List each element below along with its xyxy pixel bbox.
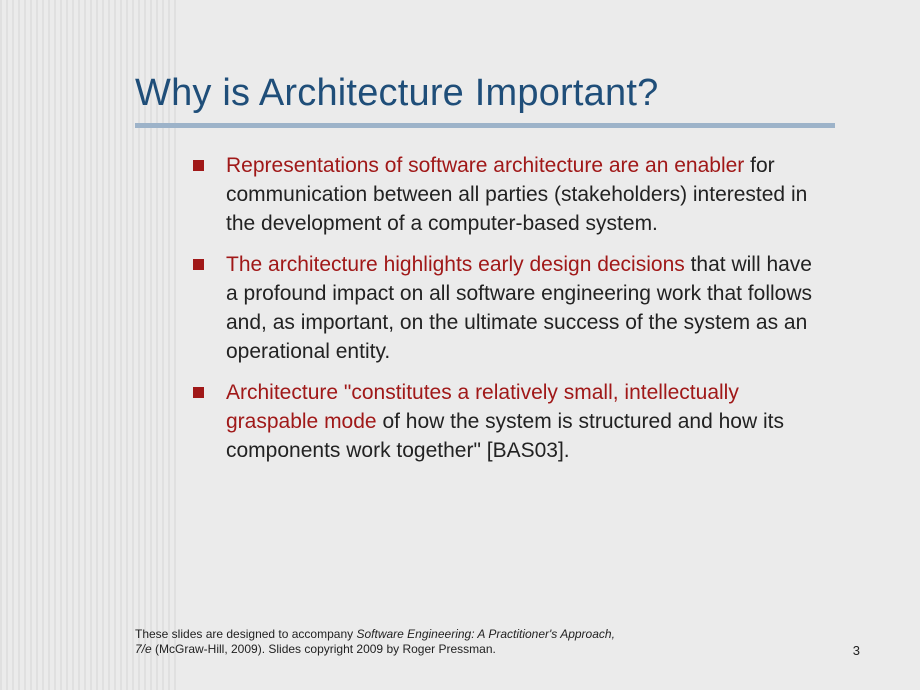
title-underline xyxy=(135,123,835,128)
slide-content: Why is Architecture Important? Represent… xyxy=(0,0,920,690)
footer-line2-rest: (McGraw-Hill, 2009). Slides copyright 20… xyxy=(152,642,496,656)
bullet-item: Architecture "constitutes a relatively s… xyxy=(193,379,813,466)
bullet-marker-icon xyxy=(193,259,204,270)
footer-line2-italic: 7/e xyxy=(135,642,152,656)
bullet-emphasis: Representations of software architecture… xyxy=(226,154,744,177)
bullet-marker-icon xyxy=(193,387,204,398)
bullet-list: Representations of software architecture… xyxy=(193,152,813,466)
bullet-item: The architecture highlights early design… xyxy=(193,251,813,367)
bullet-text: Architecture "constitutes a relatively s… xyxy=(226,379,813,466)
bullet-item: Representations of software architecture… xyxy=(193,152,813,239)
footer-line1-prefix: These slides are designed to accompany xyxy=(135,627,356,641)
bullet-emphasis: The architecture highlights early design… xyxy=(226,253,685,276)
slide-footer: These slides are designed to accompany S… xyxy=(135,627,860,658)
slide-title: Why is Architecture Important? xyxy=(135,72,860,115)
bullet-marker-icon xyxy=(193,160,204,171)
bullet-text: The architecture highlights early design… xyxy=(226,251,813,367)
bullet-text: Representations of software architecture… xyxy=(226,152,813,239)
footer-line1-italic: Software Engineering: A Practitioner's A… xyxy=(356,627,614,641)
footer-attribution: These slides are designed to accompany S… xyxy=(135,627,615,658)
page-number: 3 xyxy=(853,643,860,658)
